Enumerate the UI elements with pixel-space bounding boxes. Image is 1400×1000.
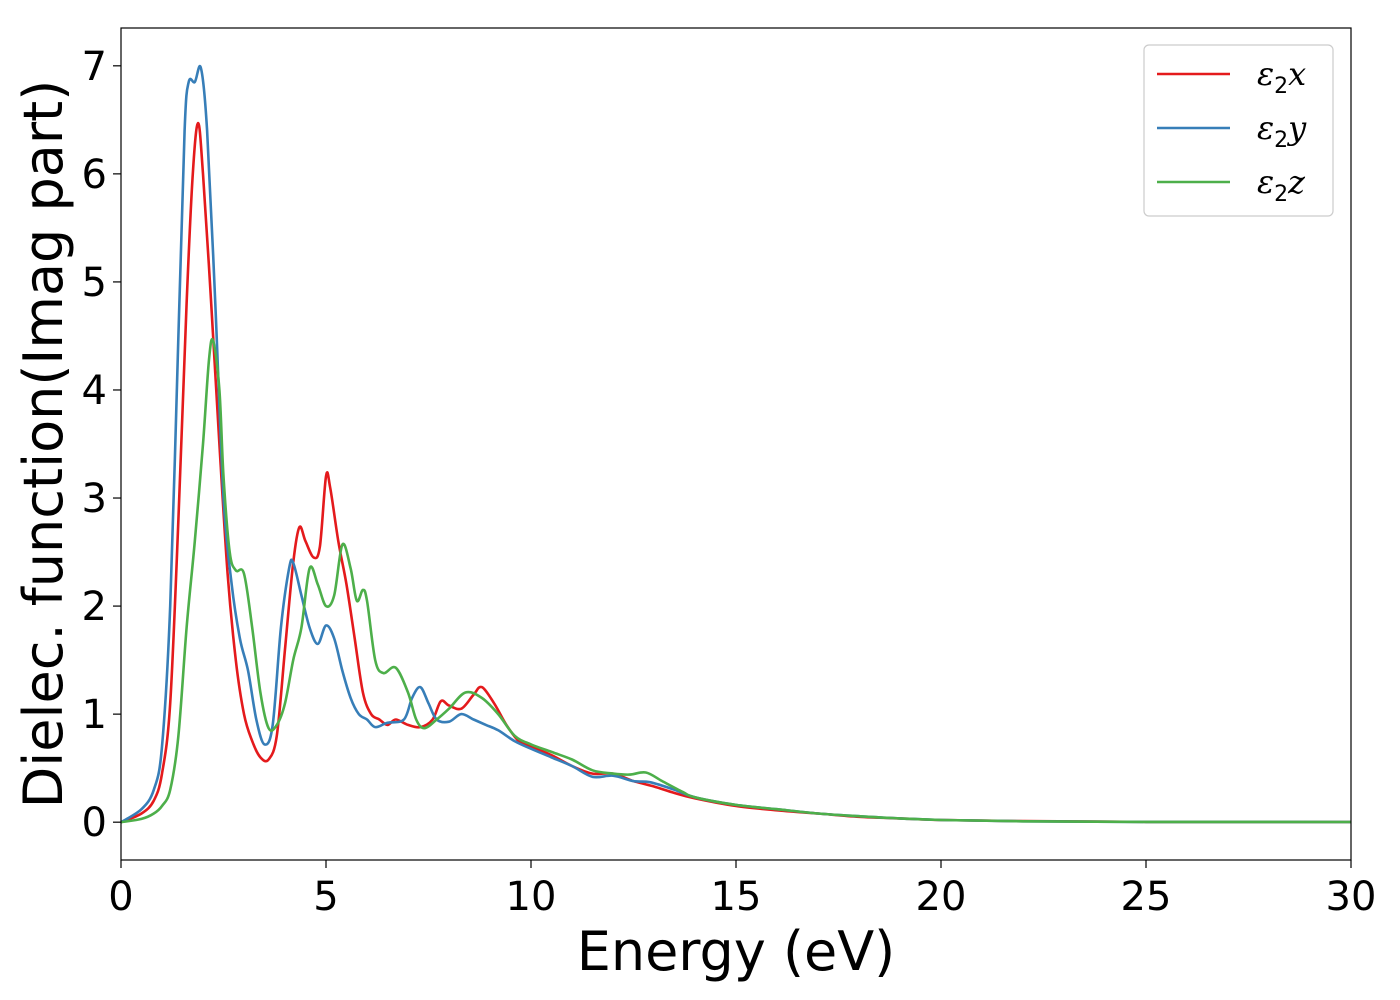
y-tick-label: 5: [82, 260, 107, 306]
y-tick-label: 7: [82, 44, 107, 90]
x-tick-label: 25: [1121, 874, 1172, 920]
legend-label: ε2x: [1257, 55, 1306, 99]
legend: ε2x ε2y ε2z: [1143, 44, 1334, 217]
y-tick-label: 0: [82, 800, 107, 846]
x-tick-label: 10: [506, 874, 557, 920]
series-line-z: [120, 337, 1352, 824]
x-tick-label: 15: [711, 874, 762, 920]
y-tick-label: 6: [82, 152, 107, 198]
x-tick-label: 20: [916, 874, 967, 920]
x-tick-label: 0: [108, 874, 133, 920]
y-tick-label: 3: [82, 476, 107, 522]
x-tick-label: 30: [1326, 874, 1377, 920]
x-tick-label: 5: [313, 874, 338, 920]
y-axis: 0 1 2 3 4 5 6 7: [82, 44, 121, 846]
y-tick-label: 2: [82, 584, 107, 630]
legend-label: ε2z: [1257, 163, 1306, 207]
x-axis-label: Energy (eV): [577, 920, 896, 983]
x-axis: 0 5 10 15 20 25 30: [108, 860, 1376, 920]
y-tick-label: 4: [82, 368, 107, 414]
series-line-x: [120, 121, 1352, 824]
legend-label: ε2y: [1257, 109, 1307, 153]
y-tick-label: 1: [82, 692, 107, 738]
legend-box: [1143, 44, 1334, 217]
plot-lines: [120, 64, 1352, 824]
y-axis-label: Dielec. function(Imag part): [12, 80, 75, 809]
